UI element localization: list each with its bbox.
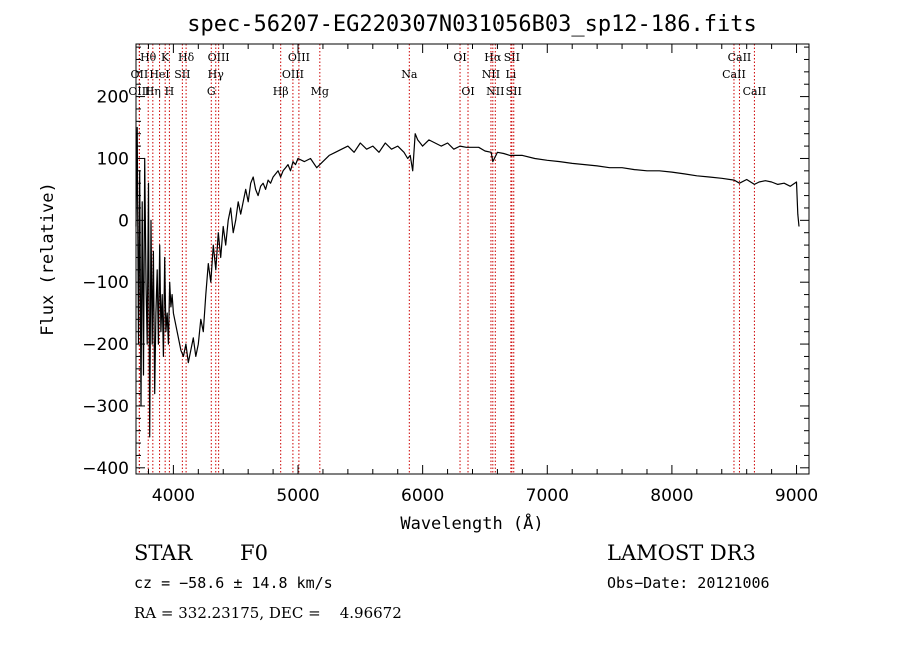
line-marker-layer: Hθ OII OIII K HeI Hη H Hδ SII OIII Hγ G OIII OIII Hβ Mg…: [128, 44, 766, 474]
line-marker-label: OI: [453, 51, 466, 64]
y-tick-label: 200: [97, 88, 129, 108]
line-marker-label: Li: [505, 68, 516, 81]
x-tick-label: 8000: [650, 486, 693, 506]
y-axis-label: Flux (relative): [38, 182, 58, 336]
redshift-velocity: cz = −58.6 ± 14.8 km/s: [134, 574, 333, 592]
x-axis-label: Wavelength (Å): [400, 512, 543, 534]
line-marker-label: G: [207, 85, 216, 98]
chart-title: spec-56207-EG220307N031056B03_sp12-186.f…: [187, 12, 757, 37]
line-marker-label: Hη: [145, 85, 161, 98]
observation-date: Obs−Date: 20121006: [607, 574, 770, 592]
line-marker-label: H: [165, 85, 175, 98]
x-tick-label: 7000: [526, 486, 569, 506]
plot-frame: [135, 43, 810, 475]
line-marker-label: K: [161, 51, 170, 64]
line-marker-label: OIII: [128, 85, 150, 98]
line-marker-label: Hβ: [273, 85, 289, 98]
spectrum-line: [135, 126, 800, 438]
y-tick-label: −200: [82, 335, 129, 355]
line-marker-label: OI: [461, 85, 474, 98]
axis-ticks: 4000 5000 6000 7000 8000 9000 −400 −300 −200 −100…: [82, 44, 818, 506]
object-subclass: F0: [240, 541, 268, 565]
line-marker-label: SII: [174, 68, 190, 81]
y-tick-label: −100: [82, 273, 129, 293]
line-marker-label: Hδ: [178, 51, 195, 64]
line-marker-label: HeI: [149, 68, 169, 81]
line-marker-label: Mg: [311, 85, 329, 98]
line-marker-label: OIII: [282, 68, 304, 81]
line-marker-label: CaII: [728, 51, 752, 64]
line-marker-label: Hθ: [140, 51, 157, 64]
x-tick-label: 9000: [775, 486, 818, 506]
y-tick-label: −300: [82, 397, 129, 417]
line-marker-label: CaII: [743, 85, 767, 98]
y-tick-label: −400: [82, 459, 129, 479]
x-tick-label: 6000: [401, 486, 444, 506]
y-tick-label: 0: [118, 211, 129, 231]
line-marker-label: Hγ: [208, 68, 225, 81]
line-marker-label: OII: [131, 68, 149, 81]
line-marker-label: NII: [486, 85, 504, 98]
line-marker-label: OIII: [208, 51, 230, 64]
line-marker-label: Na: [401, 68, 418, 81]
x-tick-label: 5000: [276, 486, 319, 506]
line-marker-label: Hα: [484, 51, 502, 64]
spectrum-layer: [135, 126, 800, 438]
sky-coordinates: RA = 332.23175, DEC = 4.96672: [134, 604, 402, 622]
line-marker-label: NII: [482, 68, 500, 81]
survey-name: LAMOST DR3: [607, 541, 756, 565]
line-marker-label: SII: [504, 51, 520, 64]
x-tick-label: 4000: [152, 486, 195, 506]
line-marker-label: OIII: [288, 51, 310, 64]
object-class: STAR: [134, 541, 193, 565]
line-marker-label: CaII: [722, 68, 746, 81]
y-tick-label: 100: [97, 149, 129, 169]
line-marker-label: SII: [506, 85, 522, 98]
